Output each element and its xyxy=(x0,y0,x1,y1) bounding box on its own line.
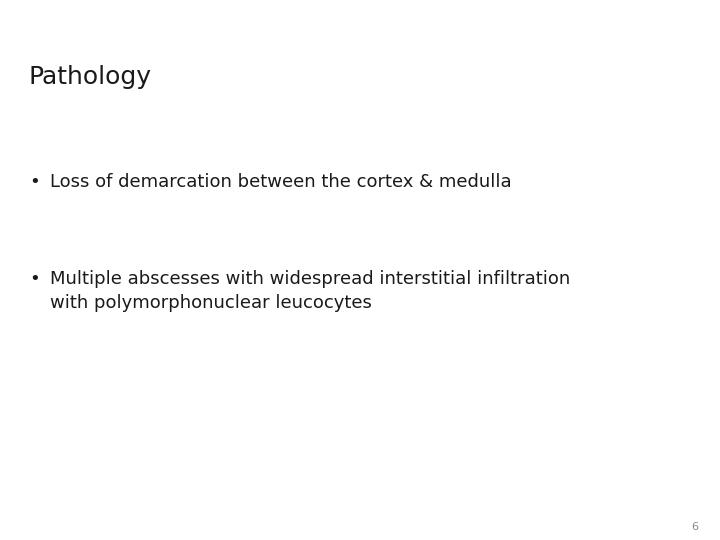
Text: Loss of demarcation between the cortex & medulla: Loss of demarcation between the cortex &… xyxy=(50,173,512,191)
Text: •: • xyxy=(29,270,40,288)
Text: Pathology: Pathology xyxy=(29,65,152,89)
Text: •: • xyxy=(29,173,40,191)
Text: Multiple abscesses with widespread interstitial infiltration
with polymorphonucl: Multiple abscesses with widespread inter… xyxy=(50,270,571,312)
Text: 6: 6 xyxy=(691,522,698,532)
